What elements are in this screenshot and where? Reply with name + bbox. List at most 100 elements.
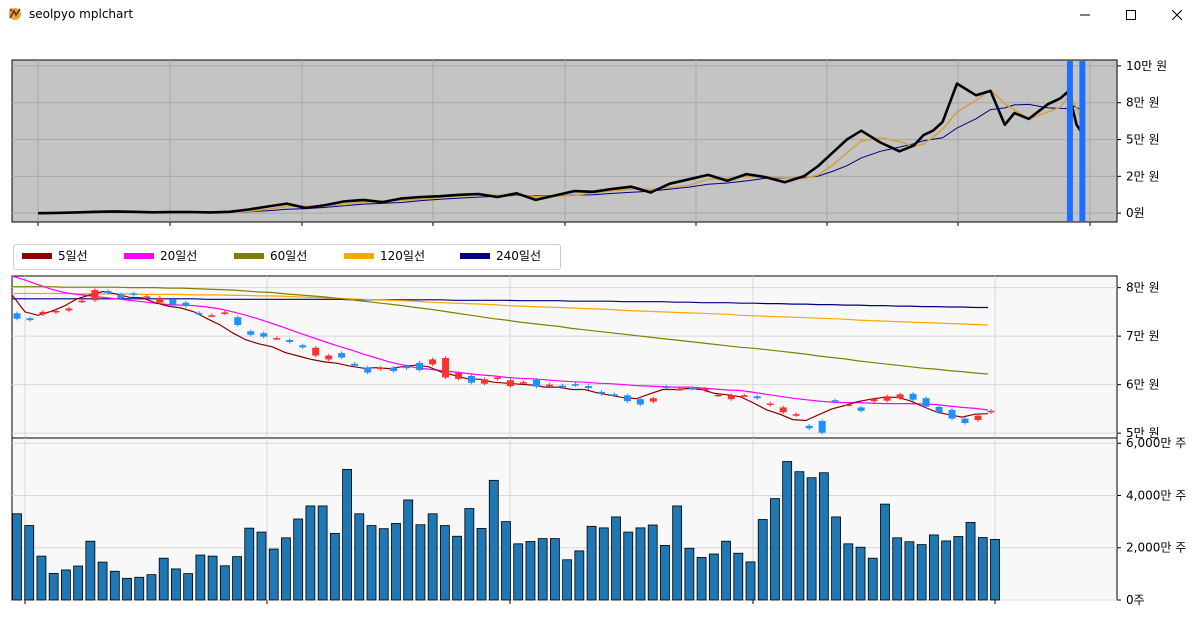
candle-up: [714, 394, 722, 397]
legend-item-ma5[interactable]: 5일선: [22, 245, 88, 269]
candle-up: [325, 355, 333, 360]
selection-end-handle[interactable]: [1079, 61, 1086, 221]
candle-up: [143, 296, 151, 298]
volume-bar: [684, 547, 695, 601]
title-bar: seolpyo mplchart: [0, 0, 1200, 30]
candle-up: [896, 394, 904, 399]
overview-grid: [12, 60, 1117, 226]
ma120-line: [12, 292, 989, 326]
volume-bar: [183, 573, 194, 601]
volume-bar: [611, 516, 621, 601]
overview-y-tick-label: 2만 원: [1126, 169, 1160, 183]
candle-down: [130, 293, 138, 295]
volume-bar: [550, 538, 560, 601]
minimize-button[interactable]: [1062, 0, 1108, 30]
legend-label-ma240: 240일선: [496, 249, 541, 263]
volume-bar: [990, 538, 1000, 601]
candle-down: [117, 294, 125, 299]
candle-up: [675, 389, 683, 391]
volume-bar: [904, 541, 915, 601]
volume-bar: [427, 513, 438, 601]
volume-bar: [61, 569, 71, 601]
ma20-line: [11, 275, 989, 411]
volume-bar: [329, 532, 340, 601]
volume-y-axis: 0주 2,000만 주 4,000만 주 6,000만 주: [1117, 436, 1186, 607]
volume-bar: [672, 505, 683, 601]
close-button[interactable]: [1154, 0, 1200, 30]
candle-up: [273, 338, 281, 340]
legend-label-ma60: 60일선: [270, 249, 308, 263]
ma240-line: [12, 298, 988, 309]
volume-bar: [562, 559, 573, 601]
volume-y-tick-label: 4,000만 주: [1126, 488, 1186, 502]
candle-down: [610, 394, 618, 396]
volume-bar: [268, 548, 279, 601]
volume-bar: [452, 535, 463, 601]
volume-bar: [501, 521, 511, 601]
legend-item-ma240[interactable]: 240일선: [460, 245, 541, 269]
candle-down: [558, 385, 566, 388]
candle-down: [26, 318, 34, 321]
volume-bar: [916, 544, 927, 601]
candle-up: [870, 399, 878, 402]
chart-legend: 5일선 20일선 60일선 120일선 240일선: [13, 244, 561, 270]
candle-down: [13, 313, 21, 319]
candle-down: [753, 396, 761, 399]
legend-label-ma120: 120일선: [380, 249, 425, 263]
maximize-button[interactable]: [1108, 0, 1154, 30]
overview-y-tick-label: 8만 원: [1126, 96, 1160, 110]
volume-bar: [782, 461, 793, 601]
volume-bar: [24, 525, 35, 601]
legend-item-ma60[interactable]: 60일선: [234, 245, 307, 269]
ma60-line: [12, 286, 989, 375]
legend-item-ma20[interactable]: 20일선: [124, 245, 197, 269]
volume-bar: [855, 546, 866, 601]
candle-down: [234, 317, 242, 325]
candle-down: [623, 395, 631, 402]
volume-bar: [378, 528, 389, 601]
price-chart[interactable]: 5만 원 6만 원 7만 원 8만 원: [11, 275, 1160, 440]
chart-canvas[interactable]: 0원 2만 원 5만 원 8만 원 10만 원 5만 원 6만 원 7만 원 8만 원 0주 2…: [0, 30, 1200, 630]
candle-up: [494, 377, 502, 379]
volume-bar: [928, 534, 939, 601]
volume-bar: [85, 540, 96, 601]
volume-bar: [366, 525, 377, 601]
legend-swatch-ma120: [344, 252, 374, 259]
volume-bar: [122, 577, 132, 601]
maximize-icon: [1126, 10, 1136, 20]
candle-down: [922, 398, 930, 407]
overview-chart[interactable]: 0원 2만 원 5만 원 8만 원 10만 원: [11, 59, 1167, 226]
candle-down: [260, 333, 268, 337]
legend-swatch-ma60: [234, 252, 264, 259]
candle-down: [948, 409, 956, 419]
candle-down: [403, 366, 411, 369]
candle-up: [844, 404, 852, 407]
volume-bar: [660, 544, 670, 601]
volume-bar: [708, 553, 719, 601]
candle-up: [883, 396, 891, 401]
candle-up: [727, 395, 735, 400]
volume-bar: [73, 565, 84, 601]
volume-bar: [317, 505, 328, 601]
candle-down: [571, 384, 579, 386]
selection-start-handle[interactable]: [1066, 61, 1073, 221]
candle-down: [182, 302, 190, 307]
candle-down: [961, 418, 969, 423]
candle-down: [247, 331, 255, 335]
candle-down: [364, 367, 372, 373]
moving-average-lines: [11, 275, 989, 422]
volume-chart[interactable]: 0주 2,000만 주 4,000만 주 6,000만 주: [11, 436, 1186, 607]
volume-bar: [977, 537, 988, 601]
candle-down: [935, 406, 943, 413]
legend-item-ma120[interactable]: 120일선: [344, 245, 425, 269]
volume-bar: [537, 538, 548, 601]
app-logo-icon: [9, 8, 21, 20]
candle-up: [766, 403, 774, 406]
volume-bar: [696, 557, 707, 601]
legend-label-ma5: 5일선: [58, 249, 88, 263]
overview-selection[interactable]: [1066, 61, 1086, 221]
candle-down: [818, 421, 826, 433]
volume-bar: [171, 568, 181, 601]
candle-down: [909, 393, 917, 400]
volume-bar: [721, 540, 731, 601]
